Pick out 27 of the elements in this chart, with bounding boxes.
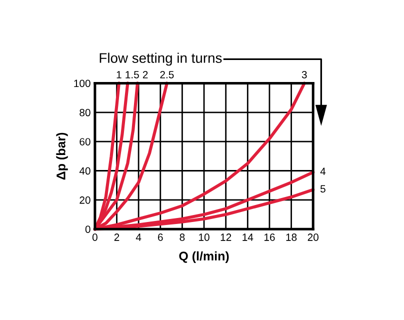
x-tick-label: 0 xyxy=(92,234,98,241)
y-tick-label: 0 xyxy=(85,226,90,233)
series-label: 3 xyxy=(302,70,307,78)
x-axis-title: Q (l/min) xyxy=(179,251,229,263)
y-tick-label: 60 xyxy=(80,138,90,146)
series-label: 2 xyxy=(142,70,148,78)
x-tick-label: 10 xyxy=(199,234,210,241)
x-tick-label: 18 xyxy=(286,234,297,241)
series-label: 1 xyxy=(116,71,122,78)
series-label: 2.5 xyxy=(160,70,174,78)
x-tick-label: 6 xyxy=(158,234,163,241)
x-tick-label: 4 xyxy=(136,234,142,241)
x-tick-label: 8 xyxy=(180,234,185,241)
y-tick-label: 80 xyxy=(80,108,90,116)
y-axis-title: Δp (bar) xyxy=(56,132,68,180)
chart-title: Flow setting in turns xyxy=(100,52,222,66)
y-tick-label: 40 xyxy=(79,167,90,175)
y-tick-label: 100 xyxy=(74,80,90,88)
x-tick-label: 14 xyxy=(242,234,254,241)
x-tick-label: 2 xyxy=(114,234,120,241)
series-label: 1.5 xyxy=(126,71,139,78)
series-label: 5 xyxy=(320,185,326,193)
x-tick-label: 12 xyxy=(220,234,232,241)
x-tick-label: 16 xyxy=(264,234,275,241)
series-label: 4 xyxy=(320,168,326,175)
x-tick-label: 20 xyxy=(308,234,318,241)
y-tick-label: 20 xyxy=(80,196,90,204)
